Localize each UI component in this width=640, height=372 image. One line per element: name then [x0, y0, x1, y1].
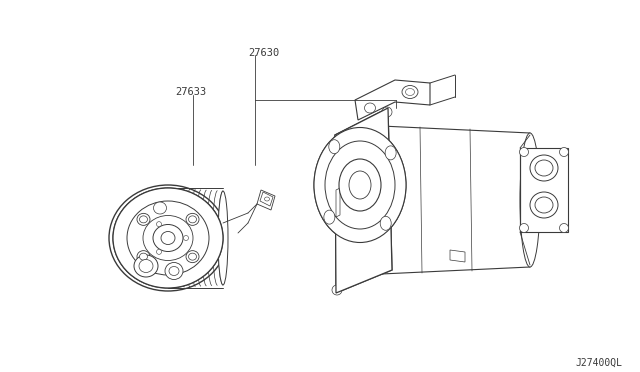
Ellipse shape: [365, 103, 376, 113]
Polygon shape: [257, 190, 275, 210]
Ellipse shape: [406, 89, 415, 96]
Polygon shape: [360, 125, 530, 275]
Polygon shape: [450, 250, 465, 262]
Ellipse shape: [154, 202, 166, 214]
Ellipse shape: [186, 214, 199, 225]
Ellipse shape: [157, 249, 161, 254]
Ellipse shape: [329, 140, 340, 154]
Ellipse shape: [189, 253, 196, 260]
Ellipse shape: [314, 128, 406, 243]
Ellipse shape: [530, 192, 558, 218]
Polygon shape: [260, 192, 273, 206]
Ellipse shape: [324, 210, 335, 224]
Ellipse shape: [385, 146, 396, 160]
Ellipse shape: [333, 135, 343, 145]
Ellipse shape: [169, 266, 179, 276]
Text: 27633: 27633: [175, 87, 206, 97]
Ellipse shape: [530, 155, 558, 181]
Ellipse shape: [380, 216, 391, 230]
Polygon shape: [336, 188, 340, 217]
Ellipse shape: [339, 159, 381, 211]
Ellipse shape: [113, 188, 223, 288]
Ellipse shape: [520, 148, 529, 157]
Ellipse shape: [139, 260, 153, 273]
Ellipse shape: [349, 171, 371, 199]
Ellipse shape: [189, 216, 196, 223]
Polygon shape: [335, 108, 392, 293]
Ellipse shape: [218, 191, 228, 285]
Ellipse shape: [314, 128, 406, 243]
Ellipse shape: [134, 255, 158, 277]
Ellipse shape: [140, 216, 147, 223]
Text: J27400QL: J27400QL: [575, 358, 622, 368]
Ellipse shape: [140, 253, 147, 260]
Ellipse shape: [559, 224, 568, 232]
Ellipse shape: [161, 231, 175, 244]
Ellipse shape: [520, 133, 540, 267]
Ellipse shape: [325, 141, 395, 229]
Ellipse shape: [339, 159, 381, 211]
Text: 27630: 27630: [248, 48, 279, 58]
Ellipse shape: [113, 188, 223, 288]
Ellipse shape: [109, 185, 227, 291]
Ellipse shape: [165, 263, 183, 279]
Ellipse shape: [153, 224, 183, 251]
Ellipse shape: [157, 222, 161, 227]
Ellipse shape: [380, 216, 391, 230]
Ellipse shape: [381, 260, 391, 270]
Ellipse shape: [559, 148, 568, 157]
Ellipse shape: [127, 201, 209, 275]
Ellipse shape: [264, 197, 269, 201]
Ellipse shape: [385, 146, 396, 160]
Polygon shape: [355, 80, 430, 120]
Ellipse shape: [186, 251, 199, 263]
Ellipse shape: [349, 171, 371, 199]
Ellipse shape: [535, 197, 553, 213]
Ellipse shape: [137, 214, 150, 225]
Ellipse shape: [143, 215, 193, 260]
Ellipse shape: [184, 235, 189, 241]
Polygon shape: [520, 148, 568, 232]
Ellipse shape: [535, 160, 553, 176]
Polygon shape: [335, 108, 392, 293]
Ellipse shape: [329, 140, 340, 154]
Ellipse shape: [137, 251, 150, 263]
Ellipse shape: [520, 224, 529, 232]
Ellipse shape: [402, 86, 418, 99]
Ellipse shape: [324, 210, 335, 224]
Ellipse shape: [382, 107, 392, 117]
Ellipse shape: [332, 285, 342, 295]
Ellipse shape: [325, 141, 395, 229]
